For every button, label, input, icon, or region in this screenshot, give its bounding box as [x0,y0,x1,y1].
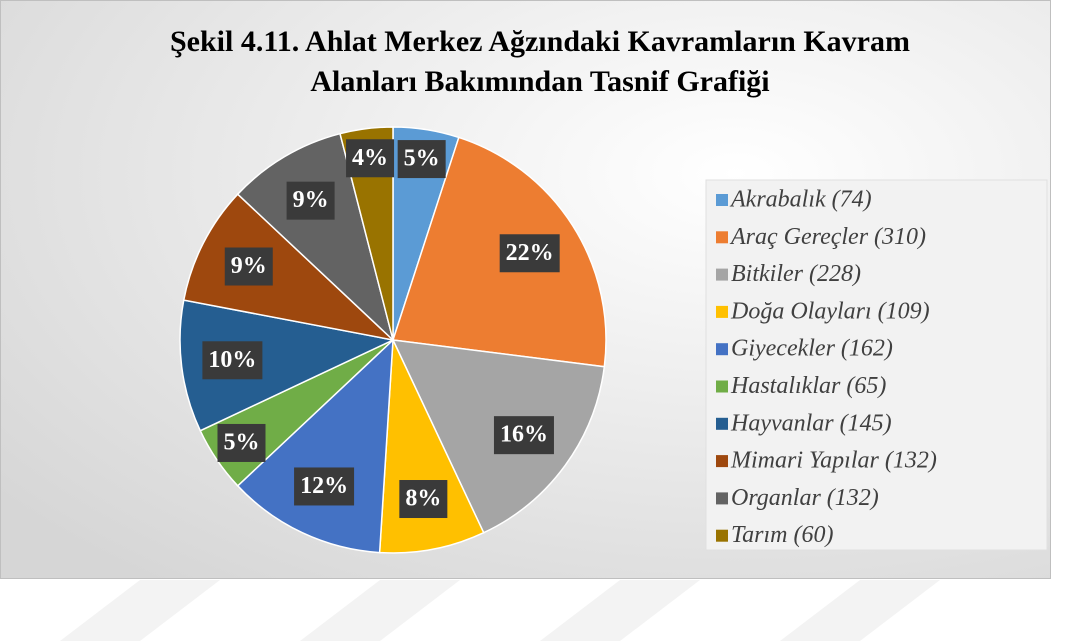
data-label: 9% [293,187,329,213]
legend-swatch [716,194,728,206]
legend-label: Giyecekler (162) [731,336,893,362]
data-label: 16% [500,422,548,448]
data-label: 9% [231,253,267,279]
legend-label: Araç Gereçler (310) [729,224,926,250]
data-label-box [493,416,554,455]
data-label: 5% [223,429,259,455]
legend-label: Doğa Olayları (109) [730,298,930,324]
legend-label: Bitkiler (228) [731,261,861,287]
data-label-box [399,480,448,519]
data-label-box [224,247,273,286]
legend: Akrabalık (74) Araç Gereçler (310) Bitkile… [716,187,937,548]
data-label: 8% [405,486,441,512]
data-label: 12% [300,473,348,499]
pie-slice [236,338,394,554]
legend-swatch [716,343,728,356]
legend-swatch [716,305,728,318]
pie-slice [179,299,396,432]
legend-label: Hayvanlar (145) [730,410,892,436]
data-label-box [346,139,395,178]
legend-swatch [716,529,728,542]
legend-label: Mimari Yapılar (132) [730,448,937,474]
data-label-box [499,234,560,273]
data-label-box [202,341,263,380]
pie-slice [182,193,396,342]
watermark [60,580,940,641]
legend-label: Organlar (132) [731,485,879,511]
legend-swatch [716,492,728,505]
chart-title: Şekil 4.11. Ahlat Merkez Ağzındaki Kavra… [170,25,910,98]
legend-swatch [716,417,728,430]
legend-label: Tarım (60) [731,522,833,548]
data-label-box [286,181,335,220]
data-label-box [397,140,446,179]
data-label: 4% [352,145,388,171]
pie-slice [339,126,394,341]
data-label: 22% [506,240,554,266]
data-label-box [217,423,266,462]
legend-swatch [716,268,728,281]
pie: 5% 22% 16% 8% 12% 5% 10% 9% 9% 4% [179,126,607,554]
legend-label: Akrabalık (74) [729,187,872,213]
legend-label: Hastalıklar (65) [730,373,886,399]
data-label-box [294,467,355,506]
data-label: 5% [404,146,440,172]
legend-swatch [716,455,728,468]
data-label: 10% [208,347,256,373]
legend-box [705,179,1048,551]
legend-swatch [716,380,728,393]
legend-swatch [716,231,728,244]
pie-slice [236,132,395,343]
pie-slice [392,136,607,368]
